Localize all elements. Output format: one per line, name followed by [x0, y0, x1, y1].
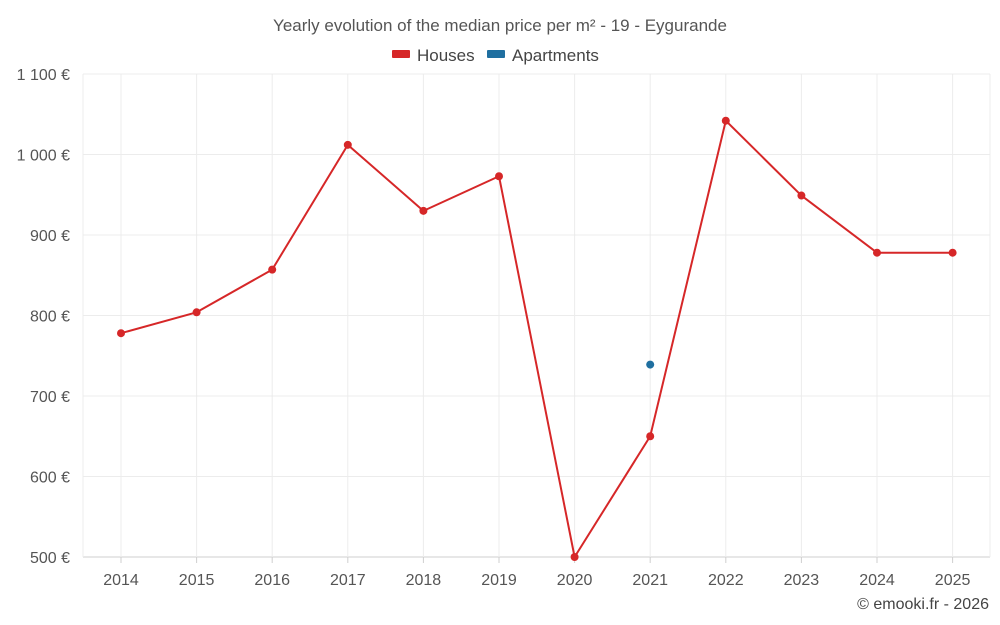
data-point-houses-2017[interactable]: [343, 140, 352, 149]
y-tick-label: 800 €: [30, 309, 70, 326]
credit-text: © emooki.fr - 2026: [857, 596, 989, 613]
y-tick-label: 900 €: [30, 228, 70, 245]
x-tick-label: 2015: [179, 572, 215, 589]
series-line-houses: [120, 119, 953, 558]
grid: [82, 73, 991, 558]
data-point-houses-2019[interactable]: [495, 172, 503, 181]
data-point-houses-2020[interactable]: [570, 553, 579, 561]
data-point-houses-2015[interactable]: [192, 308, 201, 317]
x-tick-label: 2016: [254, 572, 290, 589]
data-point-houses-2023[interactable]: [797, 191, 806, 200]
legend-swatch-houses[interactable]: [392, 50, 410, 58]
legend-label-houses[interactable]: Houses: [417, 46, 475, 65]
x-tick-label: 2021: [632, 572, 668, 589]
y-tick-label: 600 €: [30, 470, 70, 487]
legend-label-apartments[interactable]: Apartments: [512, 46, 599, 65]
legend: Houses Apartments: [392, 46, 599, 65]
data-point-houses-2024[interactable]: [873, 248, 881, 257]
x-tick-label: 2017: [330, 572, 366, 589]
x-axis: 2014 2015 2016 2017 2018 2019 2020 2021 2022 2023…: [103, 557, 970, 589]
series-layer: [117, 116, 957, 561]
chart-title: Yearly evolution of the median price per…: [273, 16, 727, 35]
data-point-houses-2025[interactable]: [948, 248, 957, 257]
data-point-houses-2014[interactable]: [117, 329, 125, 338]
x-tick-label: 2023: [784, 572, 820, 589]
data-point-houses-2021[interactable]: [646, 432, 655, 441]
y-tick-label: 1 100 €: [17, 67, 70, 84]
legend-swatch-apartments[interactable]: [487, 50, 505, 58]
x-tick-label: 2018: [406, 572, 442, 589]
x-tick-label: 2025: [935, 572, 971, 589]
data-point-houses-2018[interactable]: [419, 206, 428, 215]
data-point-houses-2016[interactable]: [268, 265, 277, 274]
x-tick-label: 2020: [557, 572, 593, 589]
x-tick-label: 2019: [481, 572, 517, 589]
y-tick-label: 1 000 €: [17, 148, 70, 165]
y-tick-label: 700 €: [30, 389, 70, 406]
x-tick-label: 2024: [859, 572, 895, 589]
y-tick-label: 500 €: [30, 550, 70, 567]
x-tick-label: 2014: [103, 572, 139, 589]
series-apartments: [646, 360, 655, 369]
y-axis: 500 € 600 € 700 € 800 € 900 € 1 000 € 1 100 €: [17, 67, 70, 567]
x-tick-label: 2022: [708, 572, 744, 589]
data-point-houses-2022[interactable]: [721, 116, 730, 125]
data-point-apartments-2021[interactable]: [646, 360, 655, 369]
series-houses: [117, 116, 957, 561]
